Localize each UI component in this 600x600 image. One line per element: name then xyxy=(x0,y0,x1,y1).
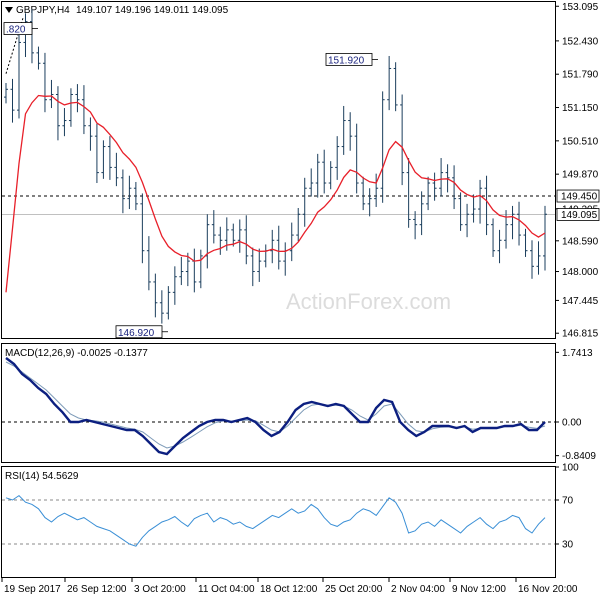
macd-tick-label: 0.00 xyxy=(562,418,582,429)
x-tick-label: 18 Oct 12:00 xyxy=(260,584,318,595)
price-candles xyxy=(4,9,547,324)
price-tick-label: 146.815 xyxy=(562,329,599,340)
ohlc-values: 149.107 149.196 149.011 149.095 xyxy=(76,5,229,16)
rsi-panel-frame xyxy=(1,466,556,578)
macd-tick-label: -0.8409 xyxy=(562,451,596,462)
x-tick-label: 9 Nov 12:00 xyxy=(452,584,506,595)
moving-average-line xyxy=(5,94,546,293)
macd-tick-label: 1.7413 xyxy=(562,348,593,359)
price-annotations: .820 151.920 146.920 xyxy=(3,22,378,339)
current-price-box xyxy=(556,208,600,221)
time-x-axis: 19 Sep 2017 26 Sep 12:00 3 Oct 20:00 11 Oct… xyxy=(1,578,578,595)
annotation-label: .820 xyxy=(6,25,26,36)
rsi-tick-label: 100 xyxy=(562,463,579,474)
rsi-line xyxy=(5,494,546,547)
price-tick-label: 148.000 xyxy=(562,267,599,278)
macd-y-axis: 1.7413 0.00 -0.8409 xyxy=(555,348,596,462)
price-levels xyxy=(2,195,555,216)
macd-main-line xyxy=(5,357,546,456)
current-price-label: 149.095 xyxy=(561,210,598,221)
level-box xyxy=(556,189,600,203)
price-tick-label: 148.590 xyxy=(562,236,599,247)
annotation-label: 146.920 xyxy=(118,328,155,339)
price-y-axis: 153.095 152.430 151.790 151.150 150.510 149.8… xyxy=(555,2,600,340)
price-tick-label: 152.430 xyxy=(562,36,599,47)
macd-label: MACD(12,26,9) -0.0025 -0.1377 xyxy=(5,348,148,359)
price-panel-frame xyxy=(1,1,556,339)
price-tick-label: 150.510 xyxy=(562,136,599,147)
x-tick-label: 11 Oct 04:00 xyxy=(198,584,255,595)
x-tick-label: 16 Nov 20:00 xyxy=(518,584,578,595)
level-label: 149.450 xyxy=(561,192,598,203)
rsi-tick-label: 30 xyxy=(562,540,574,551)
price-tick-label: 153.095 xyxy=(562,2,599,13)
macd-panel-frame xyxy=(1,343,556,463)
symbol-label: GBPJPY,H4 xyxy=(16,5,70,16)
x-tick-label: 19 Sep 2017 xyxy=(4,584,61,595)
x-tick-label: 25 Oct 20:00 xyxy=(325,584,383,595)
price-tick-label: 151.790 xyxy=(562,70,599,81)
rsi-tick-label: 70 xyxy=(562,496,574,507)
annotation-label: 151.920 xyxy=(328,55,365,66)
price-tick-label: 149.870 xyxy=(562,170,599,181)
price-tick-label: 151.150 xyxy=(562,103,599,114)
x-tick-label: 26 Sep 12:00 xyxy=(67,584,127,595)
price-tick-label: 147.445 xyxy=(562,296,599,307)
rsi-label: RSI(14) 54.5629 xyxy=(5,471,79,482)
watermark: ActionForex.com xyxy=(286,289,451,314)
rsi-y-axis: 100 70 30 xyxy=(555,463,579,551)
dropdown-arrow-icon[interactable] xyxy=(5,7,13,13)
x-tick-label: 3 Oct 20:00 xyxy=(134,584,186,595)
x-tick-label: 2 Nov 04:00 xyxy=(391,584,445,595)
